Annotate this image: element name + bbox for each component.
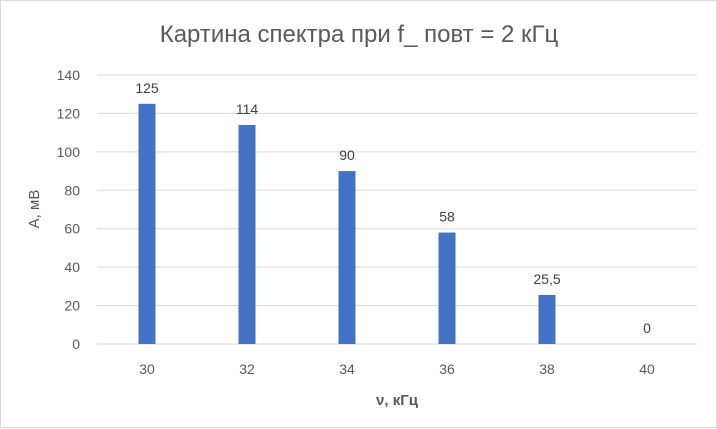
y-tick-label: 100 bbox=[57, 144, 81, 160]
y-tick-label: 60 bbox=[64, 221, 80, 237]
y-tick-label: 40 bbox=[64, 259, 80, 275]
gridlines bbox=[97, 74, 697, 345]
x-tick-label-38: 38 bbox=[539, 361, 555, 377]
bar-36 bbox=[438, 232, 456, 344]
y-tick-label: 140 bbox=[57, 67, 81, 83]
x-tick-label-36: 36 bbox=[439, 361, 455, 377]
bar-30 bbox=[138, 103, 156, 344]
y-axis-title: А, мВ bbox=[26, 190, 43, 229]
x-axis-tick-labels: 30 32 34 36 38 40 bbox=[139, 361, 655, 377]
data-label-40: 0 bbox=[643, 320, 651, 336]
y-tick-label: 80 bbox=[64, 182, 80, 198]
y-axis-tick-labels: 0 20 40 60 80 100 120 140 bbox=[57, 67, 81, 352]
bars bbox=[138, 103, 556, 344]
x-tick-label-40: 40 bbox=[639, 361, 655, 377]
y-tick-label: 0 bbox=[72, 336, 80, 352]
bar-38 bbox=[538, 295, 556, 344]
x-axis-title: ν, кГц bbox=[376, 392, 419, 409]
bar-32 bbox=[238, 124, 256, 344]
chart-title: Картина спектра при f_ повт = 2 кГц bbox=[160, 21, 559, 48]
bar-34 bbox=[338, 171, 356, 344]
x-tick-label-30: 30 bbox=[139, 361, 155, 377]
data-label-38: 25,5 bbox=[533, 271, 560, 287]
data-label-30: 125 bbox=[135, 80, 159, 96]
x-tick-label-34: 34 bbox=[339, 361, 355, 377]
y-tick-label: 120 bbox=[57, 105, 81, 121]
data-labels: 125 114 90 58 25,5 0 bbox=[135, 80, 651, 336]
y-tick-label: 20 bbox=[64, 298, 80, 314]
data-label-32: 114 bbox=[236, 101, 259, 117]
x-tick-label-32: 32 bbox=[239, 361, 255, 377]
data-label-36: 58 bbox=[439, 209, 455, 225]
data-label-34: 90 bbox=[339, 147, 355, 163]
